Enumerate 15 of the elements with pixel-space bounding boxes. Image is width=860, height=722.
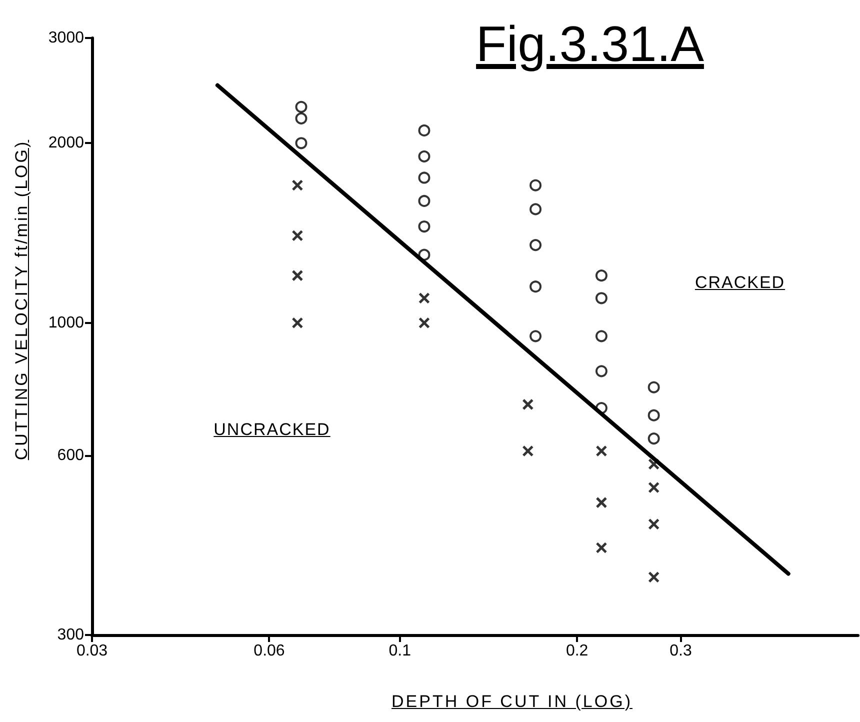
x-tick-label: 0.03 [76,642,108,660]
x-axis-title: DEPTH OF CUT IN (LOG) [392,692,632,712]
y-tick-label: 2000 [48,134,84,152]
y-tick-label: 600 [57,446,84,464]
x-tick-label: 0.2 [566,642,588,660]
x-tick-label: 0.1 [388,642,412,660]
x-tick-label: 0.3 [670,642,692,660]
annotation: CRACKED [694,273,786,293]
y-tick-label: 3000 [48,30,84,46]
chart-title: Fig.3.31.A [476,15,704,73]
y-tick-label: 300 [57,626,84,644]
y-tick-label: 1000 [48,314,84,332]
y-axis-title: CUTTING VELOCITY ft/min (LOG) [12,140,32,460]
annotation: UNCRACKED [214,420,330,440]
x-tick-label: 0.06 [254,642,285,660]
